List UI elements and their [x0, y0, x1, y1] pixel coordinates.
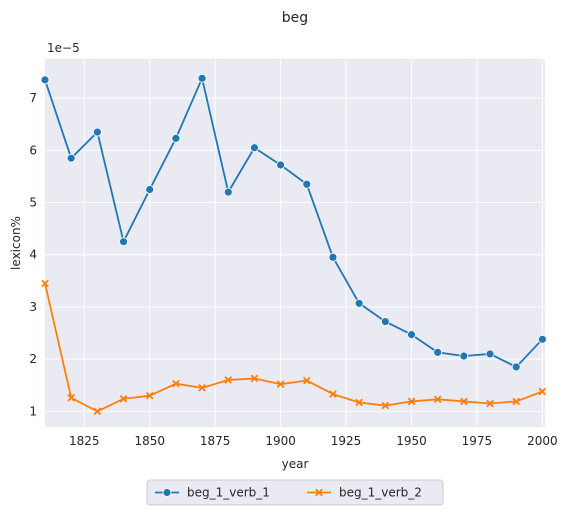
x-tick-label: 1975 [462, 434, 493, 448]
y-tick-label: 1 [29, 404, 37, 418]
data-point [538, 387, 547, 396]
data-point [381, 401, 390, 410]
x-tick-label: 1950 [396, 434, 427, 448]
chart-title: beg [282, 10, 308, 26]
y-tick-label: 7 [29, 91, 37, 105]
data-point [329, 390, 337, 398]
data-point [380, 317, 390, 326]
data-point [302, 376, 311, 385]
data-point [433, 347, 443, 357]
series-2 [41, 279, 547, 416]
data-point [302, 179, 312, 189]
data-point [459, 351, 469, 361]
data-point [197, 73, 207, 83]
data-point [162, 488, 172, 497]
x-axis-title: year [282, 457, 309, 471]
data-point [407, 397, 416, 406]
data-point [66, 153, 76, 163]
data-point [250, 374, 259, 383]
y-axis-title: lexicon% [9, 216, 23, 270]
legend-box [146, 479, 444, 506]
data-point [224, 376, 233, 384]
data-point [433, 395, 442, 404]
legend-label: beg_1_verb_1 [187, 486, 270, 500]
plot-area [45, 59, 545, 427]
y-tick-label: 3 [29, 300, 37, 314]
data-point [145, 391, 154, 400]
data-point [315, 488, 323, 497]
y-tick-label: 4 [29, 248, 37, 262]
series-line [44, 77, 544, 368]
data-point [354, 298, 364, 308]
data-point [198, 384, 206, 392]
x-tick-label: 1875 [200, 434, 231, 448]
data-point [486, 399, 494, 408]
data-point [171, 133, 181, 143]
y-tick-label: 5 [29, 196, 37, 210]
data-point [119, 237, 128, 247]
data-point [93, 407, 102, 416]
data-point [276, 380, 285, 389]
legend-label: beg_1_verb_2 [339, 486, 422, 500]
data-point [328, 252, 338, 262]
data-point [145, 185, 155, 194]
x-tick-label: 1925 [331, 434, 362, 448]
y-tick-label: 2 [29, 352, 37, 366]
legend-item-2: beg_1_verb_2 [307, 486, 422, 500]
data-point [172, 379, 180, 388]
x-tick-label: 1900 [265, 434, 296, 448]
data-point [250, 143, 259, 153]
data-point [355, 398, 363, 407]
data-point [223, 187, 233, 197]
y-axis-offset-label: 1e−5 [47, 41, 80, 55]
data-point [67, 393, 76, 402]
series-line [44, 283, 543, 413]
data-point [485, 349, 495, 359]
data-point [537, 334, 547, 344]
x-tick-label: 1825 [69, 434, 100, 448]
data-point [276, 160, 286, 170]
data-point [92, 127, 102, 137]
y-tick-label: 6 [29, 143, 37, 157]
data-point [512, 397, 521, 406]
series-1 [40, 73, 547, 372]
legend: beg_1_verb_1 beg_1_verb_2 [146, 479, 444, 506]
data-point [460, 397, 468, 406]
data-point [119, 394, 128, 403]
data-point [40, 75, 50, 85]
data-point [41, 279, 49, 288]
data-point [511, 362, 521, 372]
legend-item-1: beg_1_verb_1 [155, 486, 270, 500]
x-tick-label: 1850 [134, 434, 165, 448]
x-tick-label: 2000 [527, 434, 558, 448]
data-point [407, 330, 416, 340]
